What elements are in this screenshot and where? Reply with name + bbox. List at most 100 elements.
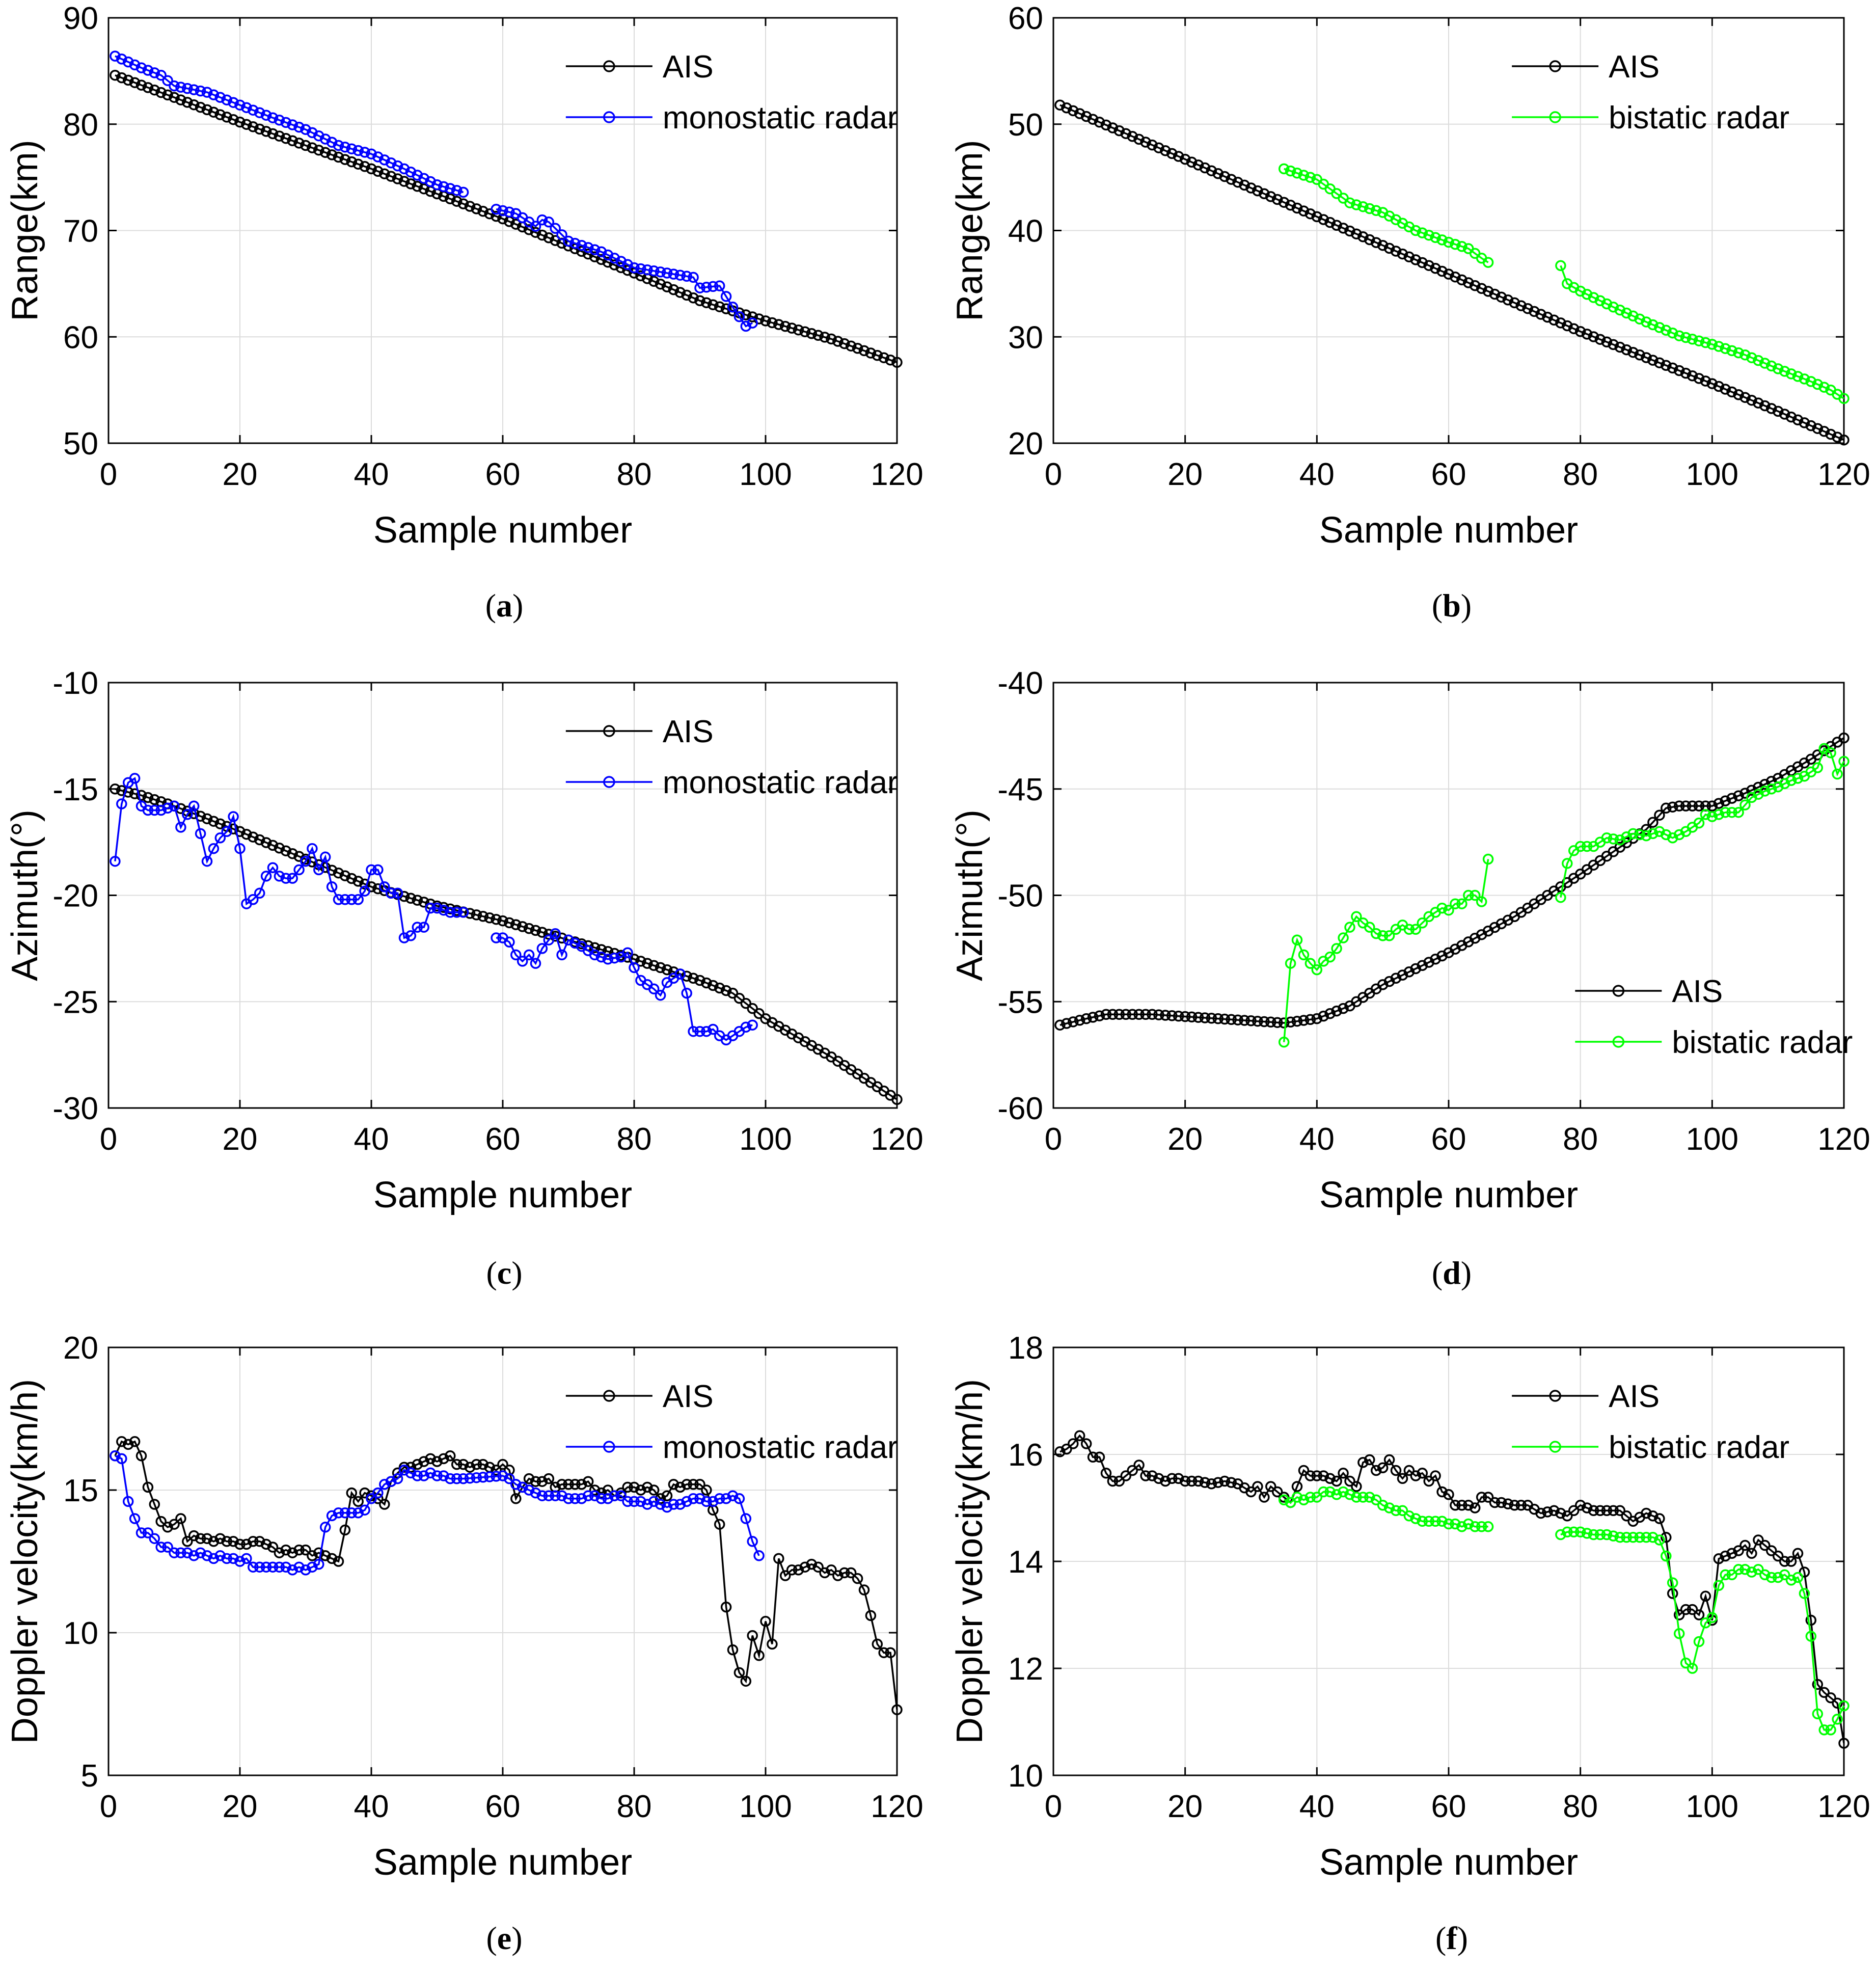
data-point <box>1351 911 1362 923</box>
data-point <box>1423 1475 1434 1487</box>
data-point <box>1641 1532 1652 1543</box>
data-point <box>1726 345 1737 357</box>
series-ais <box>1054 732 1850 1031</box>
legend-label: monostatic radar <box>663 100 898 136</box>
y-tick-label: -25 <box>52 985 98 1020</box>
data-point <box>1792 773 1804 784</box>
y-tick-label: 14 <box>1008 1545 1043 1580</box>
data-point <box>674 269 686 281</box>
data-point <box>149 84 160 96</box>
data-point <box>1555 1529 1566 1540</box>
data-point <box>1133 133 1145 145</box>
data-point <box>1324 1008 1336 1019</box>
legend-label: monostatic radar <box>663 1430 898 1465</box>
y-axis-label: Azimuth(°) <box>949 809 990 981</box>
data-point <box>1127 1009 1138 1020</box>
data-point <box>1825 747 1836 759</box>
data-point <box>832 1570 844 1581</box>
data-point <box>1140 137 1151 148</box>
data-point <box>556 229 567 240</box>
y-tick-label: -60 <box>997 1091 1043 1126</box>
data-point <box>1574 1526 1586 1538</box>
data-point <box>1311 964 1323 976</box>
legend-label: AIS <box>663 714 714 749</box>
data-point <box>1179 1475 1191 1487</box>
series-radar <box>110 1450 765 1576</box>
data-point <box>1370 1465 1382 1476</box>
data-point <box>1397 248 1408 260</box>
data-point <box>1377 239 1389 251</box>
data-point <box>195 85 206 97</box>
data-point <box>300 1544 311 1556</box>
y-tick-label: 18 <box>1008 1331 1043 1366</box>
x-tick-label: 0 <box>100 1789 117 1824</box>
y-tick-label: -30 <box>52 1091 98 1126</box>
data-point <box>1772 406 1784 417</box>
data-point <box>845 1567 857 1579</box>
data-point <box>714 280 725 291</box>
data-point <box>175 1547 186 1558</box>
x-tick-label: 80 <box>617 1122 652 1157</box>
data-point <box>1212 1477 1224 1488</box>
series-line <box>114 777 464 939</box>
data-point <box>1805 1631 1817 1642</box>
data-point <box>208 1553 220 1564</box>
data-point <box>1476 283 1487 294</box>
data-point <box>812 330 824 341</box>
data-point <box>543 232 555 244</box>
data-point <box>326 881 338 893</box>
data-point <box>767 1638 778 1650</box>
data-point <box>122 1439 134 1450</box>
data-point <box>1331 1005 1342 1017</box>
data-point <box>720 1601 732 1613</box>
data-point <box>214 1533 226 1544</box>
data-point <box>142 1481 154 1493</box>
data-point <box>155 804 167 816</box>
data-point <box>491 932 502 943</box>
data-point <box>1206 1013 1217 1024</box>
data-point <box>1153 1009 1164 1020</box>
data-point <box>392 1473 403 1484</box>
data-point <box>1706 800 1718 812</box>
x-tick-label: 80 <box>617 457 652 492</box>
data-point <box>1107 1475 1119 1487</box>
legend-marker <box>603 111 615 123</box>
data-point <box>839 338 850 349</box>
data-point <box>1700 1590 1711 1602</box>
data-point <box>1673 330 1685 341</box>
data-point <box>1417 1516 1428 1527</box>
data-point <box>1147 1470 1158 1481</box>
data-point <box>642 1481 653 1493</box>
data-point <box>1739 392 1751 403</box>
data-point <box>418 1470 429 1481</box>
data-point <box>504 206 515 218</box>
data-point <box>674 1481 686 1493</box>
data-point <box>221 1536 232 1547</box>
data-point <box>1074 108 1085 119</box>
data-point <box>471 909 482 921</box>
data-point <box>760 1615 771 1627</box>
data-point <box>516 956 528 967</box>
data-point <box>773 1553 784 1564</box>
data-point <box>1390 246 1402 257</box>
data-point <box>1344 225 1355 237</box>
data-point <box>267 1561 279 1573</box>
data-point <box>372 1487 384 1499</box>
data-point <box>1344 197 1355 208</box>
data-point <box>379 881 390 893</box>
data-point <box>1318 1486 1329 1498</box>
data-point <box>1818 1687 1830 1698</box>
data-point <box>1562 320 1573 332</box>
data-point <box>1094 117 1105 128</box>
data-point <box>510 219 522 230</box>
data-point <box>1693 817 1705 829</box>
data-point <box>806 1558 818 1570</box>
legend-marker <box>1549 111 1561 123</box>
data-point <box>1634 349 1645 361</box>
data-point <box>110 69 121 81</box>
data-point <box>701 977 712 989</box>
data-point <box>293 138 305 149</box>
data-point <box>116 53 127 65</box>
data-point <box>1785 1556 1797 1567</box>
data-point <box>1271 194 1283 205</box>
